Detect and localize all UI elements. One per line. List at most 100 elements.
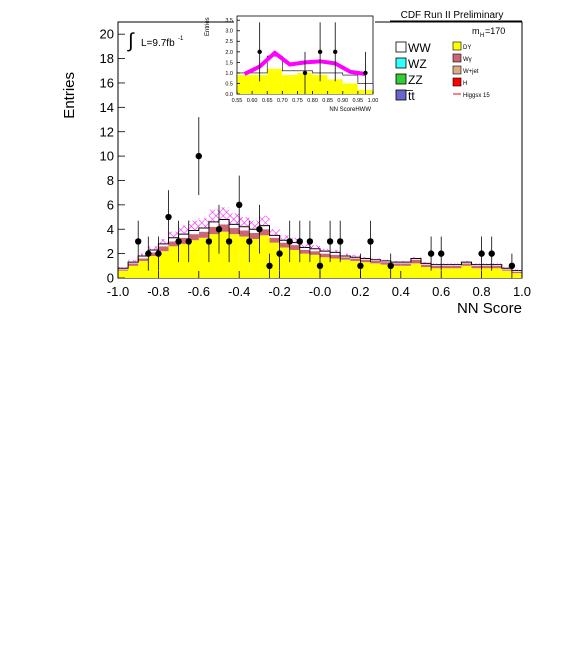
- bar-ww: [128, 262, 139, 264]
- lumi-superscript: -1: [178, 36, 184, 42]
- bar-ww: [471, 264, 482, 266]
- data-point: [337, 238, 344, 245]
- bar-w: [148, 252, 159, 257]
- signal-crosshatch-bar: [421, 262, 432, 264]
- bar-w: [390, 263, 401, 266]
- data-point: [478, 250, 485, 257]
- bar-w: [501, 269, 512, 271]
- signal-crosshatch-bar: [168, 231, 179, 238]
- data-point: [427, 250, 435, 257]
- bar-w: [511, 271, 522, 274]
- x-tick-label: 0.65: [262, 98, 273, 104]
- signal-crosshatch-bar: [208, 209, 219, 222]
- y-tick-label: 0: [107, 271, 114, 286]
- bar-ww: [249, 229, 260, 233]
- bar-ww: [148, 249, 159, 253]
- mass-subscript: H: [480, 33, 484, 39]
- bar-dy: [267, 68, 283, 94]
- legend-swatch: [452, 53, 462, 63]
- bar-dy: [118, 270, 129, 278]
- legend-swatch: [452, 77, 462, 87]
- data-point: [165, 213, 172, 221]
- bar-ww: [178, 234, 189, 238]
- bar-ww: [198, 228, 209, 232]
- bar-ww: [282, 70, 298, 76]
- y-tick-label: 10: [100, 149, 114, 164]
- x-tick-label: 1.00: [368, 98, 379, 104]
- bar-ww: [390, 262, 401, 264]
- bar-w: [208, 226, 219, 235]
- bar-dy: [219, 231, 230, 278]
- data-point: [302, 70, 308, 76]
- legend: WW WZ ZZ t̅t DY Wγ W+jet H Higgsx 15: [392, 38, 518, 104]
- y-tick-label: 2.5: [225, 39, 233, 45]
- y-tick-label: 0.0: [225, 92, 233, 98]
- legend-swatch: [452, 65, 462, 75]
- signal-crosshatch-bar: [239, 217, 250, 227]
- signal-crosshatch-bar: [360, 257, 371, 259]
- x-tick-label: 0.60: [247, 98, 258, 104]
- bar-ww: [138, 256, 149, 259]
- bar-dy: [491, 268, 502, 278]
- bar-ww: [168, 237, 179, 242]
- bar-w: [451, 265, 462, 269]
- x-tick-label: 0.80: [307, 98, 318, 104]
- bar-w: [330, 254, 341, 259]
- data-point: [195, 152, 202, 160]
- bar-ww: [158, 243, 169, 247]
- signal-crosshatch-bar: [188, 220, 199, 231]
- bar-ww: [360, 258, 371, 260]
- bar-w: [188, 234, 199, 241]
- signal-crosshatch-bar: [309, 245, 320, 249]
- luminosity-label: ∫ L=9.7fb -1: [127, 30, 184, 52]
- bar-ww: [229, 224, 240, 229]
- y-tick-label: 3.0: [225, 29, 233, 35]
- bar-w: [178, 237, 189, 244]
- bar-dy: [501, 270, 512, 278]
- bar-dy: [410, 263, 421, 278]
- data-point: [316, 262, 324, 270]
- signal-crosshatch-bar: [471, 263, 482, 265]
- data-point: [135, 238, 142, 245]
- signal-crosshatch-bar: [178, 225, 189, 235]
- bar-w: [350, 258, 361, 261]
- y-tick-label: 2: [107, 246, 114, 261]
- y-tick-label: 14: [100, 100, 114, 115]
- bar-dy: [320, 257, 331, 278]
- x-tick-label: 0.95: [353, 98, 364, 104]
- bar-dy: [421, 267, 432, 278]
- signal-crosshatch-bar: [390, 260, 401, 263]
- signal-crosshatch-bar: [259, 215, 270, 226]
- data-point: [276, 250, 283, 257]
- bar-ww: [267, 56, 283, 69]
- bar-dy: [471, 268, 482, 278]
- data-point: [438, 250, 445, 257]
- signal-crosshatch-bar: [350, 254, 361, 258]
- background-stack-outline: [236, 55, 374, 94]
- data-point: [205, 238, 213, 245]
- bar-ww: [451, 264, 462, 266]
- bar-dy: [239, 236, 250, 278]
- legend-label: DY: [463, 45, 471, 51]
- bar-ww: [299, 247, 310, 250]
- legend-label: W+jet: [463, 69, 479, 75]
- bar-ww: [511, 270, 522, 272]
- signal-crosshatch-bar: [501, 267, 512, 269]
- bar-ww: [340, 256, 351, 258]
- bar-ww: [410, 258, 421, 260]
- bar-dy: [461, 265, 472, 278]
- bar-ww: [491, 264, 502, 266]
- x-tick-label: -0.8: [147, 284, 169, 299]
- bar-ww: [289, 242, 300, 246]
- x-tick-label: -1.0: [107, 284, 129, 299]
- bar-ww: [441, 264, 452, 266]
- bar-ww: [481, 264, 492, 266]
- bar-w: [158, 246, 169, 252]
- bar-dy: [252, 75, 268, 94]
- legend-label: WW: [408, 41, 431, 55]
- bar-ww: [309, 248, 320, 252]
- bar-w: [219, 224, 230, 232]
- signal-crosshatch-bar: [219, 207, 230, 220]
- bar-w: [340, 257, 351, 260]
- bar-w: [431, 265, 442, 269]
